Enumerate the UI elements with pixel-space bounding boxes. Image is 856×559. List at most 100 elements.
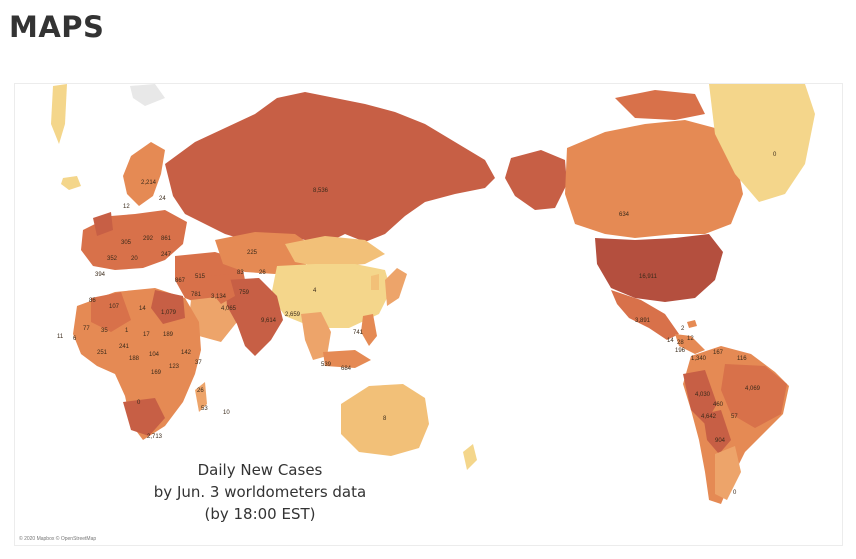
- region-arabia[interactable]: [189, 296, 237, 342]
- label-kenya: 123: [169, 364, 180, 370]
- label-niger: 1: [125, 328, 129, 334]
- region-iceland[interactable]: [61, 176, 81, 190]
- label-brazil: 4,069: [745, 386, 761, 392]
- label-senegal: 6: [73, 336, 77, 342]
- region-caribbean[interactable]: [687, 320, 697, 328]
- label-russia: 8,536: [313, 188, 329, 194]
- label-australia: 8: [383, 416, 387, 422]
- region-greenland[interactable]: [709, 84, 815, 202]
- caption-line-1: Daily New Cases: [197, 461, 323, 479]
- label-armenia: 515: [195, 274, 206, 280]
- caption-line-2: by Jun. 3 worldometers data: [153, 483, 367, 501]
- region-north-africa-west[interactable]: [91, 292, 131, 332]
- label-greenland: 0: [773, 152, 777, 158]
- region-indonesia[interactable]: [323, 350, 371, 368]
- label-canada: 634: [619, 212, 630, 218]
- region-canada-arctic[interactable]: [615, 90, 705, 120]
- region-usa[interactable]: [595, 234, 723, 302]
- label-india: 9,614: [261, 318, 277, 324]
- label-pakistan: 4,065: [221, 306, 237, 312]
- region-japan[interactable]: [385, 268, 407, 306]
- label-kazakhstan: 225: [247, 250, 258, 256]
- world-map[interactable]: 8,536 634 16,911 0 4 225 2,214 24 12 305…: [14, 83, 843, 546]
- label-falklands: 0: [733, 490, 737, 496]
- label-mali: 35: [101, 328, 108, 334]
- label-drc: 169: [151, 370, 162, 376]
- label-congo: 104: [149, 352, 160, 358]
- region-argentina[interactable]: [715, 446, 741, 500]
- label-malaysia: 539: [321, 362, 332, 368]
- label-honduras: 28: [677, 340, 684, 346]
- label-kyrgyzstan: 26: [259, 270, 266, 276]
- label-turkey: 867: [175, 278, 186, 284]
- region-greenland-west[interactable]: [51, 84, 67, 144]
- label-sweden: 2,214: [141, 180, 157, 186]
- region-new-zealand[interactable]: [463, 444, 477, 470]
- label-cape-verde: 11: [57, 334, 64, 340]
- case-labels: 8,536 634 16,911 0 4 225 2,214 24 12 305…: [57, 152, 777, 496]
- label-ethiopia: 142: [181, 350, 192, 356]
- region-china[interactable]: [271, 264, 391, 328]
- label-somalia: 37: [195, 360, 202, 366]
- label-chad: 17: [143, 332, 150, 338]
- region-canada[interactable]: [565, 120, 743, 238]
- label-france: 352: [107, 256, 118, 262]
- label-belgium: 305: [121, 240, 132, 246]
- region-philippines[interactable]: [361, 314, 377, 346]
- label-paraguay: 57: [731, 414, 738, 420]
- label-iraq: 781: [191, 292, 202, 298]
- label-ghana: 251: [97, 350, 108, 356]
- region-scandinavia[interactable]: [123, 142, 165, 206]
- region-alaska[interactable]: [505, 150, 567, 210]
- map-canvas[interactable]: 8,536 634 16,911 0 4 225 2,214 24 12 305…: [15, 84, 843, 546]
- label-philippines: 741: [353, 330, 364, 336]
- label-chile: 4,642: [701, 414, 717, 420]
- region-central-asia[interactable]: [215, 232, 315, 274]
- label-south-africa: 2,713: [147, 434, 163, 440]
- region-brazil[interactable]: [721, 364, 787, 428]
- label-algeria: 107: [109, 304, 120, 310]
- label-madagascar: 53: [201, 406, 208, 412]
- label-sudan: 189: [163, 332, 174, 338]
- label-haiti: 12: [687, 336, 694, 342]
- label-guatemala: 14: [667, 338, 674, 344]
- label-afghanistan: 759: [239, 290, 250, 296]
- region-chile-north[interactable]: [703, 410, 731, 454]
- label-mauritania: 77: [83, 326, 90, 332]
- label-china: 4: [313, 288, 317, 294]
- label-cuba: 2: [681, 326, 685, 332]
- region-south-africa[interactable]: [123, 398, 165, 436]
- label-peru: 4,030: [695, 392, 711, 398]
- region-mongolia[interactable]: [285, 236, 385, 268]
- label-usa: 16,911: [639, 274, 658, 280]
- region-korea[interactable]: [371, 274, 379, 290]
- label-colombia: 1,340: [691, 356, 707, 362]
- label-argentina: 904: [715, 438, 726, 444]
- label-cameroon: 188: [129, 356, 140, 362]
- region-peru[interactable]: [683, 370, 717, 424]
- label-guyana: 116: [737, 356, 747, 362]
- map-caption: Daily New Cases by Jun. 3 worldometers d…: [135, 459, 385, 525]
- label-namibia: 0: [137, 400, 141, 406]
- region-australia[interactable]: [341, 384, 429, 456]
- region-mexico[interactable]: [611, 290, 679, 340]
- map-attribution[interactable]: © 2020 Mapbox © OpenStreetMap: [19, 536, 97, 542]
- region-se-asia[interactable]: [301, 312, 331, 360]
- label-libya: 14: [139, 306, 146, 312]
- region-central-america[interactable]: [675, 334, 705, 354]
- page-heading: MAPS: [9, 10, 105, 44]
- label-venezuela: 167: [713, 350, 724, 356]
- region-russia[interactable]: [165, 92, 495, 244]
- arctic-island: [130, 84, 165, 106]
- label-bangladesh: 2,659: [285, 312, 301, 318]
- label-iran: 3,134: [211, 294, 227, 300]
- region-egypt[interactable]: [151, 290, 185, 324]
- region-uk[interactable]: [93, 212, 113, 236]
- label-spain: 394: [95, 272, 106, 278]
- region-madagascar[interactable]: [195, 382, 207, 412]
- label-italy: 20: [131, 256, 138, 262]
- region-pakistan[interactable]: [211, 274, 235, 304]
- label-nigeria: 241: [119, 344, 130, 350]
- region-india[interactable]: [225, 278, 283, 356]
- label-poland: 292: [143, 236, 154, 242]
